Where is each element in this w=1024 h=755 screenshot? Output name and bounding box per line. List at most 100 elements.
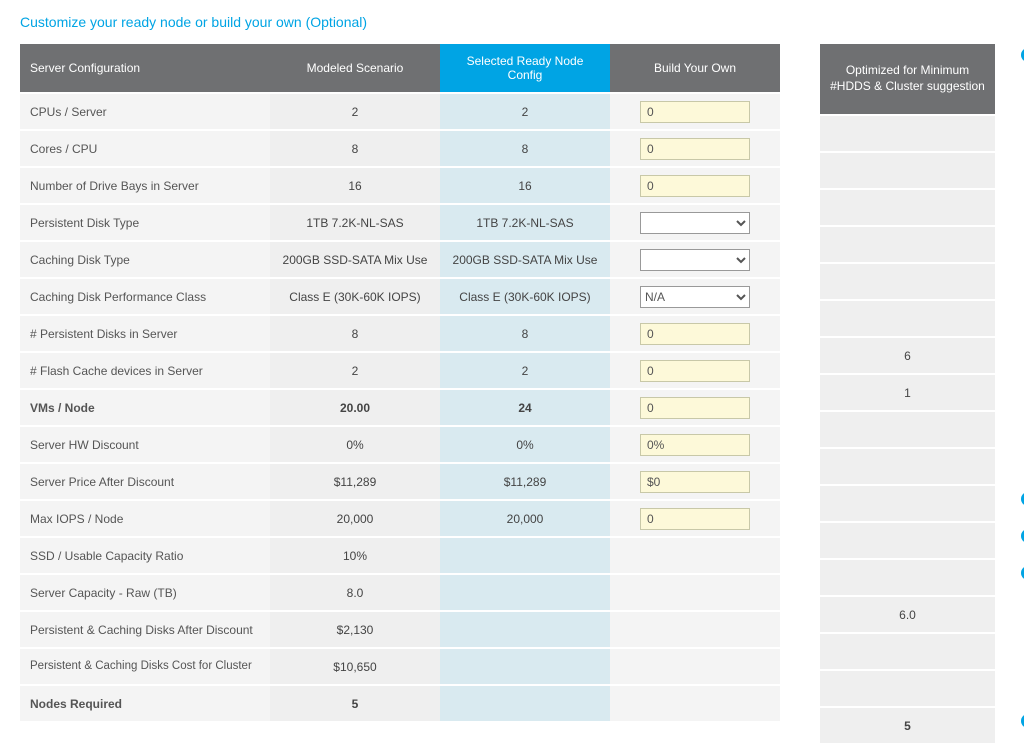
table-row: Persistent Disk Type1TB 7.2K-NL-SAS1TB 7… [20,205,780,240]
optimized-table: Optimized for Minimum #HDDS & Cluster su… [820,42,995,745]
ready-value: 0% [440,427,610,462]
row-label: Cores / CPU [20,131,270,166]
table-row: Server HW Discount0%0% [20,427,780,462]
byo-cell [610,353,780,388]
row-label: Persistent Disk Type [20,205,270,240]
modeled-value: 1TB 7.2K-NL-SAS [270,205,440,240]
modeled-value: 20.00 [270,390,440,425]
optimized-value: 6 [820,338,995,373]
byo-input[interactable] [640,360,750,382]
optimized-value [820,264,995,299]
modeled-value: $10,650 [270,649,440,684]
ready-value: 8 [440,316,610,351]
col-server-config: Server Configuration [20,44,270,92]
table-row [820,227,995,262]
modeled-value: 8 [270,131,440,166]
byo-input[interactable] [640,175,750,197]
table-row: Server Price After Discount$11,289$11,28… [20,464,780,499]
table-row: # Flash Cache devices in Server22 [20,353,780,388]
byo-select[interactable] [640,212,750,234]
row-label: CPUs / Server [20,94,270,129]
ready-value: 8 [440,131,610,166]
ready-value: 1TB 7.2K-NL-SAS [440,205,610,240]
modeled-value: 8.0 [270,575,440,610]
byo-cell [610,168,780,203]
table-row: Caching Disk Type200GB SSD-SATA Mix Use2… [20,242,780,277]
col-selected-ready: Selected Ready Node Config [440,44,610,92]
ready-value [440,575,610,610]
byo-input[interactable] [640,138,750,160]
table-row: Persistent & Caching Disks After Discoun… [20,612,780,647]
byo-select[interactable] [640,249,750,271]
table-row [820,190,995,225]
modeled-value: Class E (30K-60K IOPS) [270,279,440,314]
ready-value [440,686,610,721]
byo-input[interactable] [640,397,750,419]
col-build-your-own: Build Your Own [610,44,780,92]
optimized-table-wrapper: Optimized for Minimum #HDDS & Cluster su… [820,42,995,745]
table-row [820,412,995,447]
byo-cell [610,501,780,536]
row-label: Caching Disk Type [20,242,270,277]
table-row: # Persistent Disks in Server88 [20,316,780,351]
ready-value: 2 [440,353,610,388]
byo-cell [610,649,780,684]
optimized-value [820,634,995,669]
byo-cell [610,390,780,425]
optimized-value: 5 [820,708,995,743]
table-row [820,523,995,558]
optimized-value [820,301,995,336]
row-label: # Persistent Disks in Server [20,316,270,351]
ready-value: 200GB SSD-SATA Mix Use [440,242,610,277]
byo-input[interactable] [640,434,750,456]
ready-value [440,612,610,647]
table-row: Number of Drive Bays in Server1616 [20,168,780,203]
table-row: SSD / Usable Capacity Ratio10% [20,538,780,573]
byo-input[interactable] [640,471,750,493]
table-row [820,486,995,521]
table-row: Caching Disk Performance ClassClass E (3… [20,279,780,314]
byo-input[interactable] [640,101,750,123]
modeled-value: 2 [270,94,440,129]
table-row: 6.0 [820,597,995,632]
row-label: Server Price After Discount [20,464,270,499]
optimized-value [820,560,995,595]
byo-cell [610,94,780,129]
modeled-value: 2 [270,353,440,388]
col-modeled: Modeled Scenario [270,44,440,92]
byo-cell [610,612,780,647]
ready-value: Class E (30K-60K IOPS) [440,279,610,314]
layout: Server Configuration Modeled Scenario Se… [10,42,1014,745]
ready-value: 20,000 [440,501,610,536]
byo-input[interactable] [640,508,750,530]
byo-select[interactable]: N/A [640,286,750,308]
optimized-value [820,190,995,225]
main-table-wrapper: Server Configuration Modeled Scenario Se… [20,42,780,745]
row-label: Server Capacity - Raw (TB) [20,575,270,610]
ready-value: $11,289 [440,464,610,499]
optimized-value [820,116,995,151]
ready-value [440,538,610,573]
byo-cell [610,464,780,499]
table-row: Server Capacity - Raw (TB)8.0 [20,575,780,610]
table-row: Persistent & Caching Disks Cost for Clus… [20,649,780,684]
row-label: # Flash Cache devices in Server [20,353,270,388]
modeled-value: 10% [270,538,440,573]
table-row [820,116,995,151]
table-row [820,449,995,484]
ready-value: 2 [440,94,610,129]
optimized-value [820,153,995,188]
optimized-value [820,227,995,262]
byo-cell: N/A [610,279,780,314]
config-table: Server Configuration Modeled Scenario Se… [20,42,780,723]
table-row [820,301,995,336]
optimized-value [820,523,995,558]
optimized-value [820,486,995,521]
optimized-value [820,412,995,447]
byo-cell [610,686,780,721]
byo-cell [610,575,780,610]
byo-input[interactable] [640,323,750,345]
modeled-value: 200GB SSD-SATA Mix Use [270,242,440,277]
modeled-value: $11,289 [270,464,440,499]
byo-cell [610,205,780,240]
